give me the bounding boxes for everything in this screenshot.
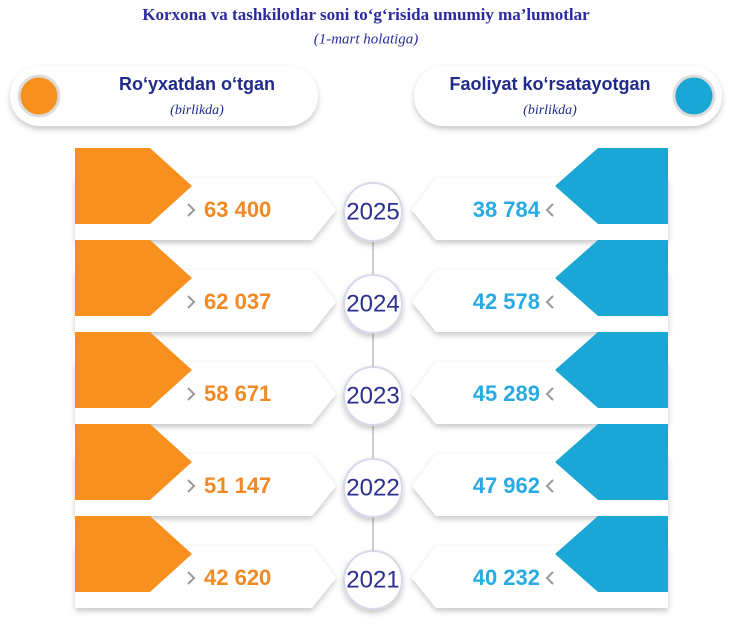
rows: 63 400 38 784 2025 62 037 42 578 2024 58 671 45… — [75, 148, 668, 610]
orange-tab — [75, 332, 192, 408]
chevron — [545, 387, 554, 401]
right-header: Faoliyat ko‘rsatayotgan (birlikda) — [414, 66, 722, 126]
blue-tab — [555, 240, 668, 316]
blue-tab — [555, 424, 668, 500]
right-value: 47 962 — [473, 473, 540, 498]
orange-tab — [75, 516, 192, 592]
row: 62 037 42 578 2024 — [75, 240, 668, 334]
orange-tab — [75, 148, 192, 224]
year: 2022 — [346, 474, 399, 501]
year-circle — [343, 550, 403, 610]
chevron — [545, 203, 554, 217]
subtitle: (1-mart holatiga) — [314, 31, 419, 47]
year: 2021 — [346, 566, 399, 593]
right-value: 40 232 — [473, 565, 540, 590]
year-circle — [343, 366, 403, 426]
pill — [10, 66, 318, 126]
blue-tab — [555, 332, 668, 408]
year: 2023 — [346, 382, 399, 409]
right-title: Faoliyat ko‘rsatayotgan — [449, 74, 650, 94]
row: 51 147 47 962 2022 — [75, 424, 668, 518]
chevron — [545, 295, 554, 309]
left-header: Ro‘yxatdan o‘tgan (birlikda) — [10, 66, 318, 126]
orange-dot — [17, 74, 61, 118]
row: 63 400 38 784 2025 — [75, 148, 668, 242]
blue-dot — [672, 74, 716, 118]
chevron — [187, 571, 196, 585]
left-title: Ro‘yxatdan o‘tgan — [119, 74, 275, 94]
left-unit: (birlikda) — [170, 103, 224, 118]
row: 58 671 45 289 2023 — [75, 332, 668, 426]
chevron — [187, 387, 196, 401]
chevron — [187, 479, 196, 493]
year: 2024 — [346, 290, 399, 317]
chevron — [545, 479, 554, 493]
year-circle — [343, 274, 403, 334]
year-circle — [343, 182, 403, 242]
year-circle — [343, 458, 403, 518]
right-value: 38 784 — [473, 197, 541, 222]
right-value: 42 578 — [473, 289, 540, 314]
blue-tab — [555, 516, 668, 592]
chevron — [187, 203, 196, 217]
left-value: 62 037 — [204, 289, 271, 314]
right-value: 45 289 — [473, 381, 540, 406]
right-unit: (birlikda) — [523, 103, 577, 118]
chevron — [187, 295, 196, 309]
year: 2025 — [346, 198, 399, 225]
blue-tab — [555, 148, 668, 224]
orange-tab — [75, 240, 192, 316]
left-value: 58 671 — [204, 381, 271, 406]
orange-tab — [75, 424, 192, 500]
left-value: 42 620 — [204, 565, 271, 590]
left-value: 63 400 — [204, 197, 271, 222]
pill — [414, 66, 722, 126]
left-value: 51 147 — [204, 473, 271, 498]
chevron — [545, 571, 554, 585]
title: Korxona va tashkilotlar soni to‘g‘risida… — [142, 5, 590, 24]
row: 42 620 40 232 2021 — [75, 516, 668, 610]
